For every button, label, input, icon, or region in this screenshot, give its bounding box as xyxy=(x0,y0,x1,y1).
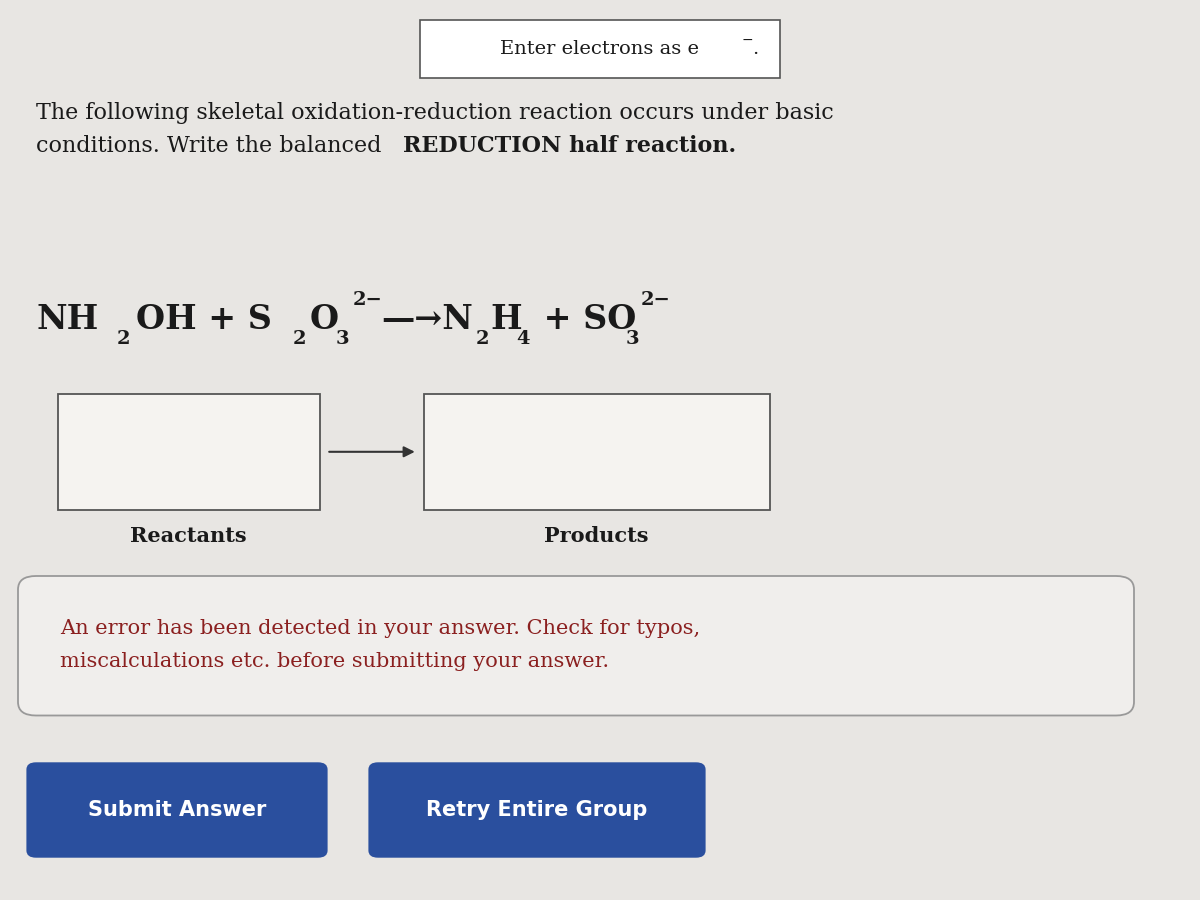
Text: H: H xyxy=(491,303,522,336)
Text: Enter electrons as e: Enter electrons as e xyxy=(500,40,700,58)
Text: 4: 4 xyxy=(516,330,529,348)
Text: O: O xyxy=(310,303,338,336)
Text: 3: 3 xyxy=(336,330,349,348)
FancyBboxPatch shape xyxy=(424,394,770,510)
FancyBboxPatch shape xyxy=(58,394,320,510)
Text: NH: NH xyxy=(36,303,98,336)
FancyBboxPatch shape xyxy=(368,762,706,858)
Text: 3: 3 xyxy=(625,330,638,348)
FancyBboxPatch shape xyxy=(26,762,328,858)
Text: .: . xyxy=(752,40,758,58)
Text: −: − xyxy=(742,32,754,47)
Text: REDUCTION half reaction.: REDUCTION half reaction. xyxy=(403,135,737,157)
Text: Submit Answer: Submit Answer xyxy=(88,800,266,820)
Text: 2: 2 xyxy=(475,330,488,348)
Text: 2−: 2− xyxy=(641,291,671,309)
Text: Retry Entire Group: Retry Entire Group xyxy=(426,800,648,820)
Text: The following skeletal oxidation-reduction reaction occurs under basic: The following skeletal oxidation-reducti… xyxy=(36,102,834,123)
FancyBboxPatch shape xyxy=(18,576,1134,716)
Text: conditions. Write the balanced: conditions. Write the balanced xyxy=(36,135,389,157)
Text: 2−: 2− xyxy=(353,291,383,309)
Text: An error has been detected in your answer. Check for typos,: An error has been detected in your answe… xyxy=(60,618,700,638)
FancyBboxPatch shape xyxy=(420,20,780,78)
Text: miscalculations etc. before submitting your answer.: miscalculations etc. before submitting y… xyxy=(60,652,610,671)
Text: Reactants: Reactants xyxy=(130,526,247,546)
Text: 2: 2 xyxy=(116,330,130,348)
Text: —→N: —→N xyxy=(382,303,474,336)
Text: OH + S: OH + S xyxy=(136,303,271,336)
Text: Products: Products xyxy=(544,526,649,546)
Text: + SO: + SO xyxy=(532,303,636,336)
Text: 2: 2 xyxy=(293,330,306,348)
